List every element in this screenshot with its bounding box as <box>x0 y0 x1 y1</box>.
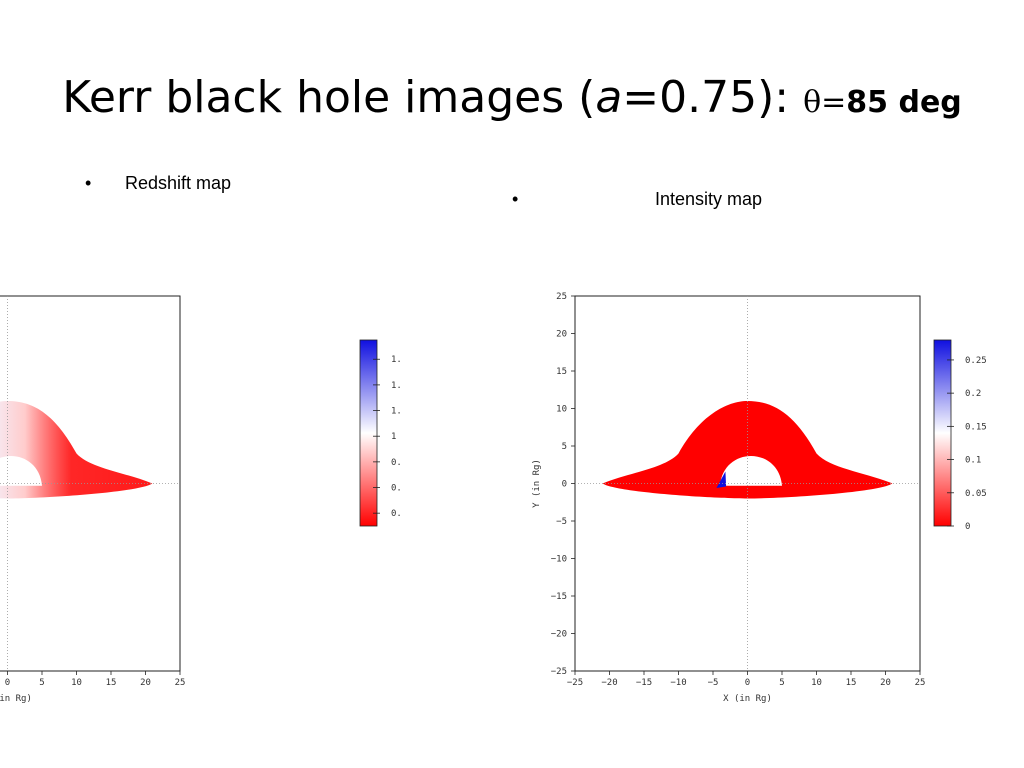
colorbar <box>933 339 952 527</box>
x-tick-label: 5 <box>39 678 44 688</box>
y-tick-label: −25 <box>551 667 567 677</box>
y-tick-label: 25 <box>556 292 567 302</box>
bullet-text: Redshift map <box>125 173 232 193</box>
x-axis-label: X (in Rg) <box>0 694 32 704</box>
x-tick-label: 10 <box>71 678 82 688</box>
colorbar-tick-label: 1 <box>391 432 396 442</box>
slide-title: Kerr black hole images (a=0.75): θ=85 de… <box>0 70 1024 131</box>
x-tick-label: −5 <box>708 678 719 688</box>
colorbar-tick-label: 0.1 <box>965 456 981 466</box>
bullet-redshift-map: • Redshift map <box>85 172 285 196</box>
colorbar-tick-label: 1.4 <box>391 381 400 391</box>
x-tick-label: 20 <box>880 678 891 688</box>
x-tick-label: 10 <box>811 678 822 688</box>
intensity-map-plot: −25 −20 −15 −10 −5 0 5 10 15 20 25 25 20 15 10 5 0 −5 −10 −… <box>532 292 987 704</box>
x-tick-label: −10 <box>670 678 686 688</box>
colorbar-tick-label: 0.8 <box>391 458 400 468</box>
black-hole-shadow <box>0 455 42 486</box>
redshift-map-plot: −25−20−15−10−505101520252520151050−5−10−… <box>0 295 400 704</box>
y-tick-label: 10 <box>556 405 567 415</box>
x-tick-label: 0 <box>5 678 10 688</box>
y-tick-label: 15 <box>556 367 567 377</box>
title-prefix: Kerr black hole images ( <box>62 72 596 123</box>
x-tick-label: 25 <box>175 678 186 688</box>
x-tick-label: −25 <box>567 678 583 688</box>
title-spin-value: =0.75): <box>622 72 804 123</box>
colorbar-tick-label: 1.2 <box>391 407 400 417</box>
title-angle-symbol: θ= <box>803 85 847 120</box>
y-tick-label: −20 <box>551 630 567 640</box>
colorbar-tick-label: 1.6 <box>391 355 400 365</box>
colorbar <box>359 339 378 527</box>
intensity-peak <box>716 471 727 488</box>
y-tick-label: 20 <box>556 330 567 340</box>
x-tick-label: 15 <box>106 678 117 688</box>
bullet-intensity-map: • Intensity map <box>512 188 812 212</box>
colorbar-tick-label: 0.25 <box>965 356 987 366</box>
black-hole-shadow <box>719 455 782 486</box>
x-tick-label: 0 <box>745 678 750 688</box>
x-axis-label: X (in Rg) <box>723 694 772 704</box>
y-tick-label: −5 <box>556 517 567 527</box>
x-tick-label: −15 <box>636 678 652 688</box>
colorbar-tick-label: 0 <box>965 522 970 532</box>
y-axis-label: Y (in Rg) <box>532 459 542 508</box>
colorbar-tick-label: 0.15 <box>965 422 987 432</box>
y-tick-label: −10 <box>551 555 567 565</box>
x-tick-label: 20 <box>140 678 151 688</box>
colorbar-tick-label: 0.05 <box>965 489 987 499</box>
y-tick-label: −15 <box>551 592 567 602</box>
colorbar-tick-label: 0.2 <box>965 389 981 399</box>
x-tick-label: 15 <box>846 678 857 688</box>
colorbar-tick-label: 0.6 <box>391 484 400 494</box>
title-spin-symbol: a <box>595 72 623 123</box>
x-tick-label: −20 <box>601 678 617 688</box>
x-tick-label: 5 <box>779 678 784 688</box>
bullet-text: Intensity map <box>655 189 763 209</box>
bullet-marker: • <box>85 173 92 193</box>
x-tick-label: 25 <box>915 678 926 688</box>
y-tick-label: 5 <box>562 442 567 452</box>
bullet-marker: • <box>512 189 519 209</box>
y-tick-label: 0 <box>562 480 567 490</box>
colorbar-tick-label: 0.4 <box>391 509 400 519</box>
title-angle-value: 85 deg <box>846 85 962 120</box>
